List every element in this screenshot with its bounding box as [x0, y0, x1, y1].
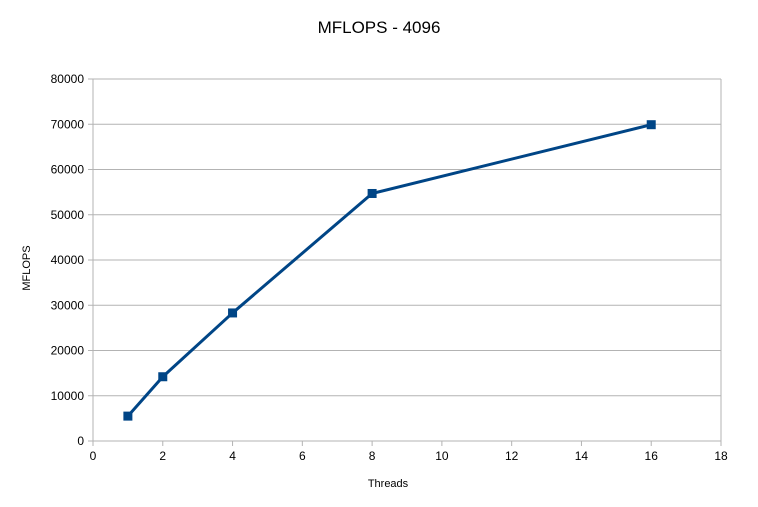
x-tick-label: 14: [575, 449, 589, 463]
y-tick-label: 0: [77, 434, 84, 448]
data-point: [158, 372, 168, 382]
y-axis-title: MFLOPS: [21, 245, 33, 290]
label-layer: 0 10000 20000 30000 40000 50000 60000 70000 8000…: [51, 72, 728, 463]
x-tick-label: 8: [369, 449, 376, 463]
y-tick-label: 40000: [51, 253, 85, 267]
y-tick-label: 10000: [51, 389, 85, 403]
y-tick-label: 30000: [51, 298, 85, 312]
x-axis-title: Threads: [368, 478, 409, 490]
series-line: [126, 123, 653, 418]
x-tick-label: 0: [90, 449, 97, 463]
x-tick-label: 18: [714, 449, 728, 463]
data-point: [123, 411, 133, 421]
grid-layer: [93, 78, 721, 442]
x-tick-label: 16: [645, 449, 659, 463]
series-layer: [123, 120, 656, 421]
x-tick-label: 6: [299, 449, 306, 463]
x-tick-label: 10: [435, 449, 449, 463]
y-tick-label: 70000: [51, 117, 85, 131]
data-point: [646, 120, 656, 130]
x-tick-label: 4: [229, 449, 236, 463]
y-tick-label: 50000: [51, 208, 85, 222]
x-tick-label: 2: [159, 449, 166, 463]
x-tick-label: 12: [505, 449, 519, 463]
y-tick-label: 20000: [51, 344, 85, 358]
axis-layer: [88, 78, 722, 446]
chart-title: MFLOPS - 4096: [318, 18, 441, 37]
data-point: [228, 308, 238, 318]
y-tick-label: 60000: [51, 163, 85, 177]
data-point: [367, 188, 377, 198]
y-tick-label: 80000: [51, 72, 85, 86]
